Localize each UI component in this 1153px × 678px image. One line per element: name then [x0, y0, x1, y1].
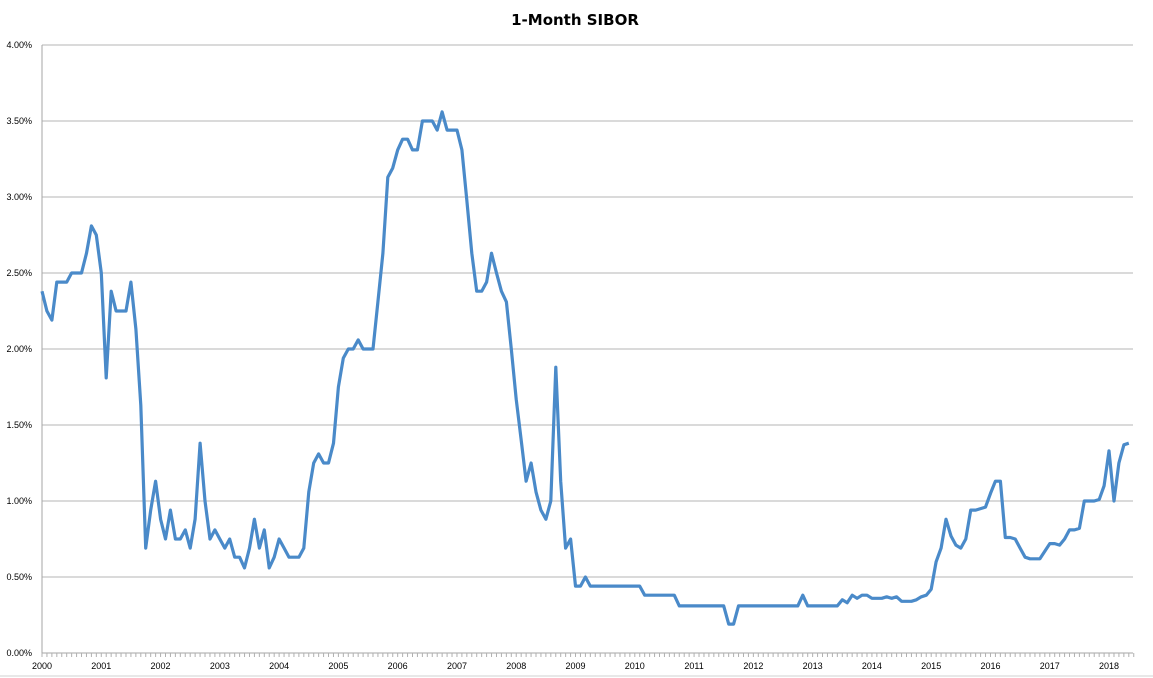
x-tick-label: 2011: [684, 661, 703, 671]
x-tick-label: 2015: [921, 661, 941, 671]
x-tick-label: 2001: [91, 661, 111, 671]
y-tick-label: 3.50%: [6, 116, 32, 126]
x-tick-label: 2014: [862, 661, 882, 671]
x-tick-label: 2000: [32, 661, 52, 671]
x-tick-label: 2004: [269, 661, 289, 671]
y-tick-label: 1.50%: [6, 420, 32, 430]
y-axis-ticks: 0.00% 0.50% 1.00% 1.50% 2.00% 2.50% 3.00% 3.50%…: [6, 40, 32, 658]
y-tick-label: 2.50%: [6, 268, 32, 278]
x-tick-label: 2005: [328, 661, 348, 671]
y-tick-label: 1.00%: [6, 496, 32, 506]
y-tick-label: 4.00%: [6, 40, 32, 50]
y-tick-label: 0.00%: [6, 648, 32, 658]
x-tick-label: 2017: [1040, 661, 1060, 671]
x-tick-label: 2013: [803, 661, 823, 671]
x-axis: 2000 2001 2002 2003 2004 2005 2006 2007 2008 2009…: [0, 45, 1153, 677]
x-tick-label: 2008: [506, 661, 526, 671]
y-tick-label: 3.00%: [6, 192, 32, 202]
y-tick-label: 0.50%: [6, 572, 32, 582]
x-tick-label: 2016: [980, 661, 1000, 671]
x-tick-label: 2012: [743, 661, 763, 671]
x-tick-label: 2010: [625, 661, 645, 671]
x-tick-label: 2006: [388, 661, 408, 671]
x-tick-label: 2003: [210, 661, 230, 671]
chart-title: 1-Month SIBOR: [511, 11, 639, 29]
sibor-series-line: [40, 110, 1130, 626]
series-group: [40, 110, 1130, 626]
x-tick-label: 2009: [566, 661, 586, 671]
x-tick-label: 2007: [447, 661, 467, 671]
x-tick-label: 2018: [1099, 661, 1119, 671]
x-tick-label: 2002: [151, 661, 171, 671]
y-tick-label: 2.00%: [6, 344, 32, 354]
gridlines: [42, 44, 1133, 578]
